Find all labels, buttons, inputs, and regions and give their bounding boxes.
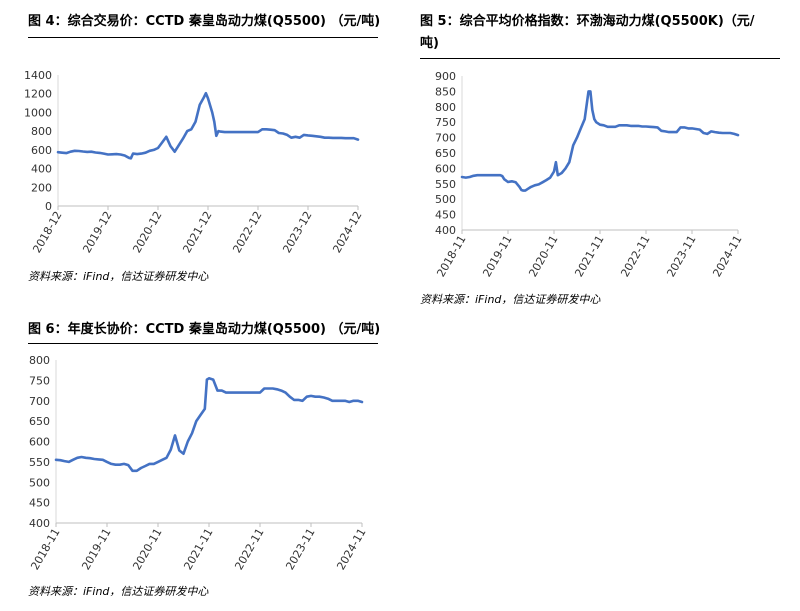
y-tick-label: 850	[435, 85, 456, 98]
x-tick-label: 2022-11	[232, 526, 266, 572]
x-tick-label: 2019-12	[80, 209, 114, 255]
x-tick-label: 2021-11	[181, 526, 215, 572]
y-tick-label: 600	[435, 162, 456, 175]
x-tick-label: 2022-11	[618, 233, 652, 279]
figure6-line-chart: 400 450 500 550 600 650 700 750 800 2018-11 2019-1…	[28, 354, 368, 572]
figure5-title: 图 5：综合平均价格指数：环渤海动力煤(Q5500K)（元/	[420, 14, 755, 29]
figure6-source: 资料来源：iFind，信达证券研发中心	[28, 585, 209, 598]
x-tick-label: 2018-11	[28, 526, 62, 572]
y-tick-label: 200	[31, 181, 52, 194]
y-tick-label: 1400	[24, 69, 52, 82]
y-tick-label: 500	[435, 193, 456, 206]
y-tick-label: 600	[31, 144, 52, 157]
y-tick-label: 400	[31, 163, 52, 176]
price-series-line	[460, 90, 740, 192]
figure4-title: 图 4：综合交易价：CCTD 秦皇岛动力煤(Q5500) （元/吨)	[28, 14, 381, 29]
y-tick-label: 600	[29, 436, 50, 449]
x-tick-label: 2022-12	[230, 209, 264, 255]
x-tick-label: 2018-12	[30, 209, 64, 255]
y-tick-label: 800	[31, 125, 52, 138]
figure6-title-rule	[28, 343, 378, 344]
x-tick-label: 2023-11	[664, 233, 698, 279]
x-tick-label: 2021-11	[572, 233, 606, 279]
y-tick-label: 700	[29, 395, 50, 408]
y-tick-label: 450	[29, 497, 50, 510]
y-tick-label: 450	[435, 209, 456, 222]
y-tick-label: 500	[29, 476, 50, 489]
x-tick-label: 2020-12	[130, 209, 164, 255]
y-tick-label: 400	[435, 224, 456, 237]
figure4-source: 资料来源：iFind，信达证券研发中心	[28, 270, 209, 283]
y-tick-label: 550	[435, 178, 456, 191]
y-tick-label: 800	[435, 101, 456, 114]
x-tick-label: 2023-12	[280, 209, 314, 255]
y-tick-label: 1200	[24, 88, 52, 101]
y-tick-label: 650	[435, 147, 456, 160]
y-tick-label: 700	[435, 132, 456, 145]
price-series-line	[56, 91, 360, 160]
x-tick-label: 2024-11	[334, 526, 368, 572]
x-tick-label: 2019-11	[79, 526, 113, 572]
y-tick-label: 1000	[24, 106, 52, 119]
x-tick-label: 2019-11	[480, 233, 514, 279]
y-tick-label: 0	[45, 200, 52, 213]
x-tick-label: 2020-11	[526, 233, 560, 279]
y-tick-label: 400	[29, 517, 50, 530]
y-tick-label: 750	[435, 116, 456, 129]
x-tick-label: 2020-11	[130, 526, 164, 572]
figure4-title-rule	[28, 37, 378, 38]
y-tick-label: 800	[29, 354, 50, 367]
x-tick-label: 2023-11	[283, 526, 317, 572]
figure5-line-chart: 400 450 500 550 600 650 700 750 800 850 900 2018-11…	[434, 70, 744, 279]
y-tick-label: 900	[435, 70, 456, 83]
x-tick-label: 2024-11	[710, 233, 744, 279]
figure5-title-line2: 吨)	[420, 36, 439, 51]
x-tick-label: 2024-12	[330, 209, 364, 255]
y-tick-label: 650	[29, 415, 50, 428]
x-tick-label: 2021-12	[180, 209, 214, 255]
y-tick-label: 550	[29, 456, 50, 469]
price-series-line	[54, 376, 364, 473]
figure6-title: 图 6：年度长协价：CCTD 秦皇岛动力煤(Q5500) （元/吨)	[28, 322, 381, 337]
figure5-source: 资料来源：iFind，信达证券研发中心	[420, 293, 601, 306]
figure5-title-rule	[420, 58, 780, 59]
x-tick-label: 2018-11	[434, 233, 468, 279]
y-tick-label: 750	[29, 374, 50, 387]
figure4-line-chart: 0 200 400 600 800 1000 1200 1400 2018-12 2019-12 2…	[24, 69, 365, 255]
